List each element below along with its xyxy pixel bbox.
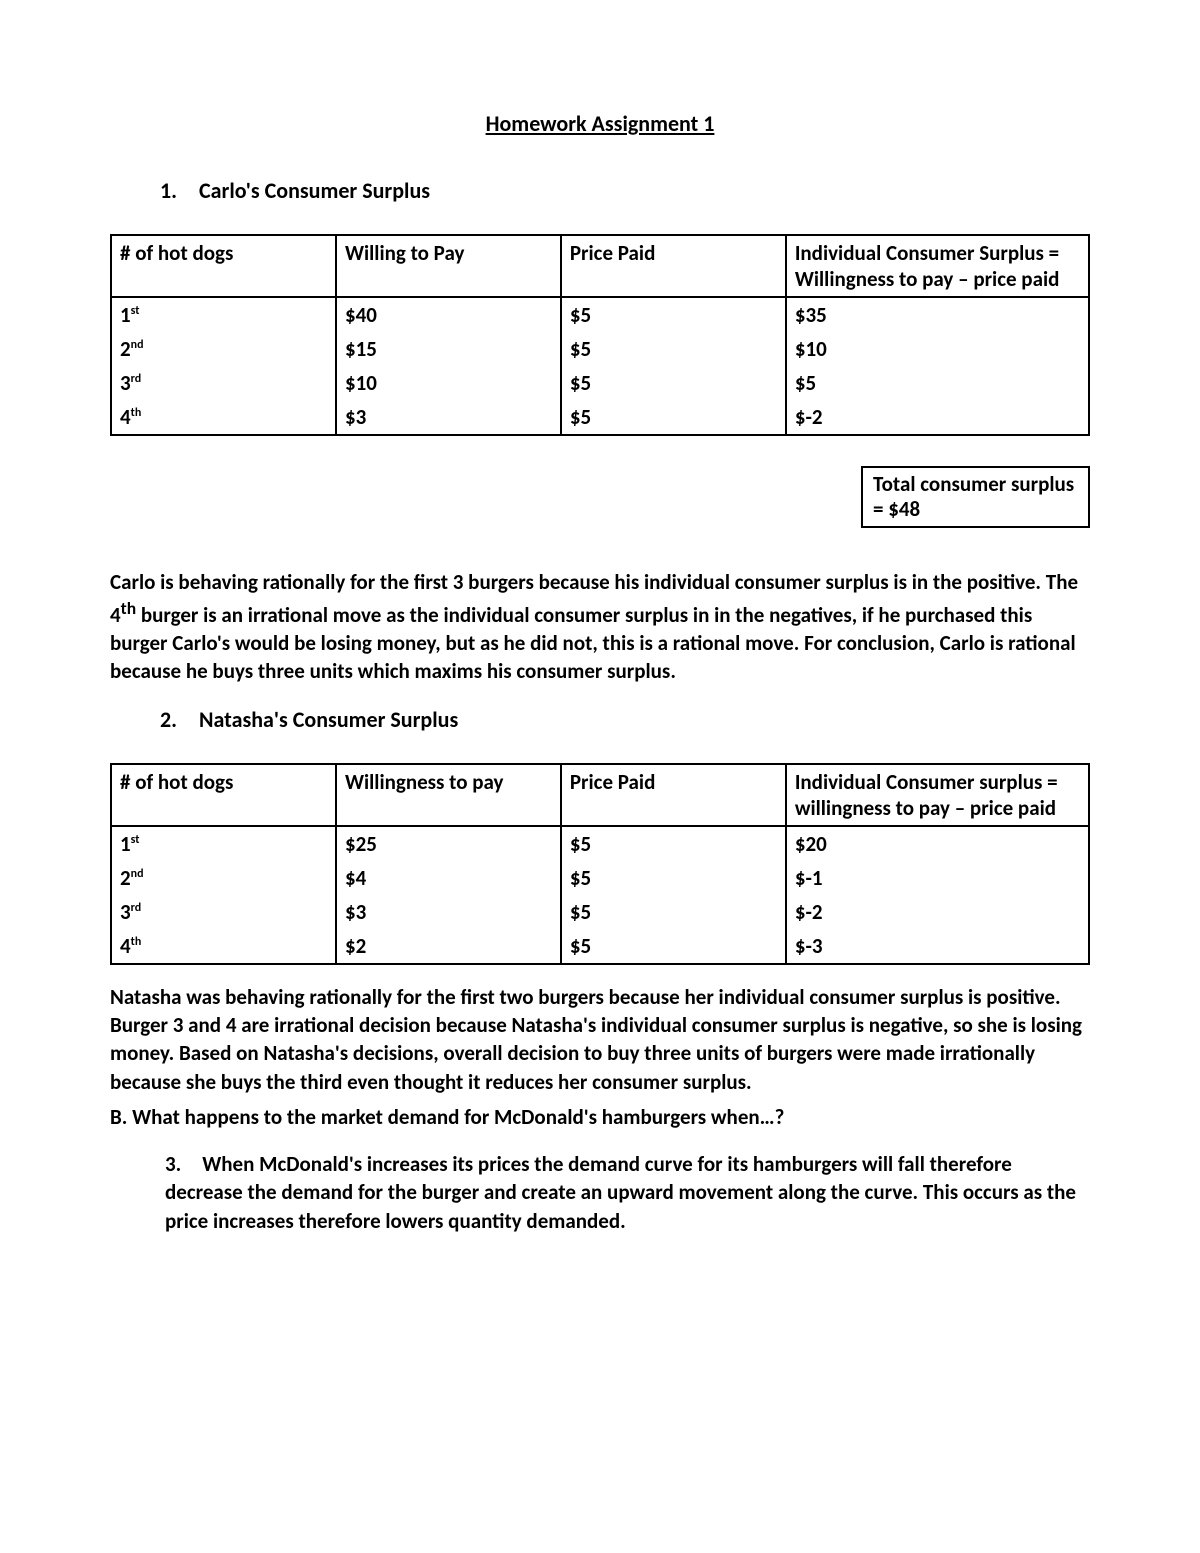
table-cell: 3rd [111, 895, 336, 929]
partB-prompt: B. What happens to the market demand for… [110, 1104, 1090, 1130]
table-cell: $3 [336, 895, 561, 929]
table-header: Price Paid [561, 235, 786, 297]
q1-paragraph: Carlo is behaving rationally for the fir… [110, 568, 1090, 685]
table-cell: $20 [786, 826, 1089, 861]
table-cell: $5 [561, 929, 786, 964]
table-header: # of hot dogs [111, 235, 336, 297]
table-cell: $5 [561, 400, 786, 435]
table-cell: 1st [111, 297, 336, 332]
table-header: Individual Consumer surplus = willingnes… [786, 764, 1089, 826]
q3-answer: 3. When McDonald's increases its prices … [165, 1150, 1090, 1235]
table-cell: 2nd [111, 861, 336, 895]
table-cell: $4 [336, 861, 561, 895]
table-cell: $3 [336, 400, 561, 435]
table-header: Price Paid [561, 764, 786, 826]
table-header: Individual Consumer Surplus = Willingnes… [786, 235, 1089, 297]
table-cell: $5 [561, 861, 786, 895]
table-cell: $5 [561, 366, 786, 400]
table-cell: $5 [561, 297, 786, 332]
table-cell: $10 [336, 366, 561, 400]
q1-table-head: # of hot dogsWilling to PayPrice PaidInd… [111, 235, 1089, 297]
table-header: # of hot dogs [111, 764, 336, 826]
table-cell: $10 [786, 332, 1089, 366]
q1-table: # of hot dogsWilling to PayPrice PaidInd… [110, 234, 1090, 436]
table-cell: $5 [561, 332, 786, 366]
table-cell: $-3 [786, 929, 1089, 964]
table-cell: $2 [336, 929, 561, 964]
q2-paragraph: Natasha was behaving rationally for the … [110, 983, 1090, 1096]
table-header: Willing to Pay [336, 235, 561, 297]
q1-table-body: 1st$40$5$352nd$15$5$103rd$10$5$54th$3$5$… [111, 297, 1089, 435]
table-cell: 4th [111, 929, 336, 964]
table-cell: 3rd [111, 366, 336, 400]
document-page: Homework Assignment 1 1. Carlo's Consume… [0, 0, 1200, 1553]
q2-table: # of hot dogsWillingness to payPrice Pai… [110, 763, 1090, 965]
table-cell: 2nd [111, 332, 336, 366]
q1-heading: 1. Carlo's Consumer Surplus [160, 177, 1090, 204]
table-cell: 1st [111, 826, 336, 861]
table-cell: $25 [336, 826, 561, 861]
table-cell: $5 [561, 895, 786, 929]
table-cell: $-1 [786, 861, 1089, 895]
q2-table-body: 1st$25$5$202nd$4$5$-13rd$3$5$-24th$2$5$-… [111, 826, 1089, 964]
q2-heading: 2. Natasha's Consumer Surplus [160, 706, 1090, 733]
table-cell: $-2 [786, 895, 1089, 929]
table-cell: $15 [336, 332, 561, 366]
table-cell: $35 [786, 297, 1089, 332]
q1-total-box: Total consumer surplus = $48 [861, 466, 1090, 528]
table-cell: $40 [336, 297, 561, 332]
table-cell: 4th [111, 400, 336, 435]
q2-table-head: # of hot dogsWillingness to payPrice Pai… [111, 764, 1089, 826]
page-title: Homework Assignment 1 [110, 110, 1090, 137]
table-cell: $5 [561, 826, 786, 861]
table-cell: $5 [786, 366, 1089, 400]
table-header: Willingness to pay [336, 764, 561, 826]
table-cell: $-2 [786, 400, 1089, 435]
